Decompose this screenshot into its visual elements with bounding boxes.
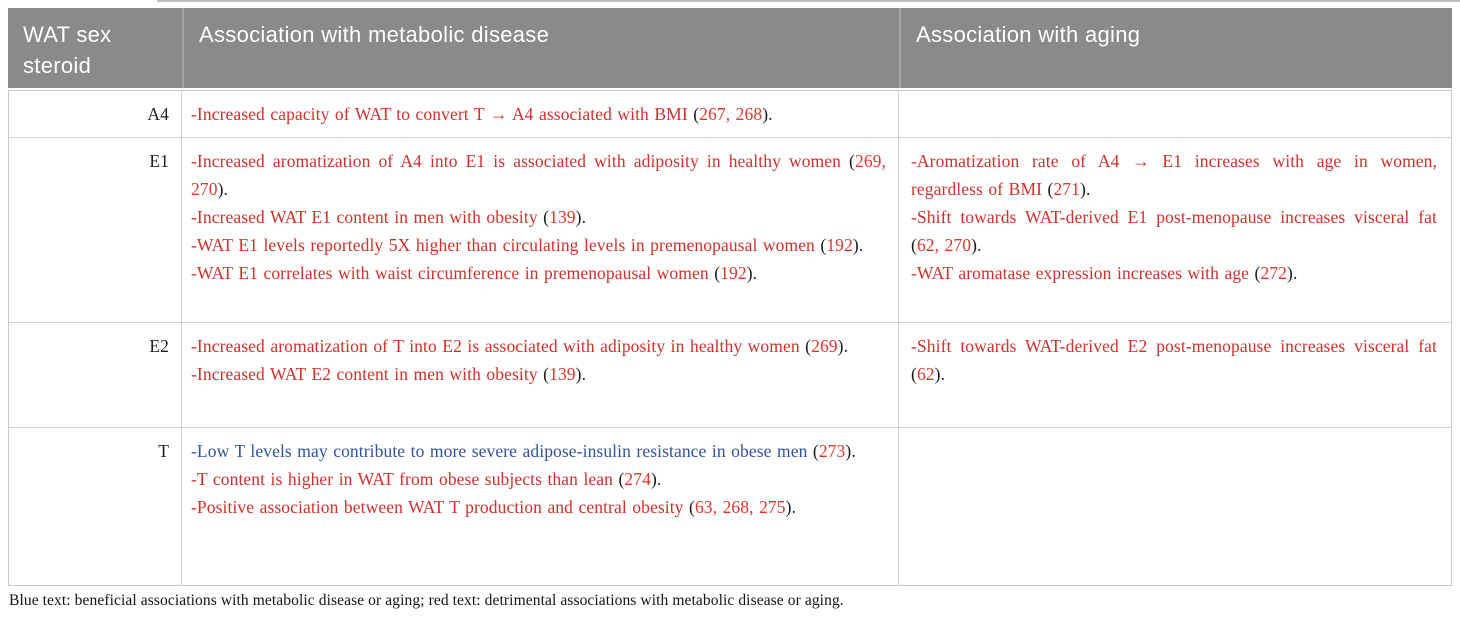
association-item: -Increased WAT E2 content in men with ob… [191, 360, 886, 388]
text-segment: -Increased aromatization of A4 into E1 i… [191, 151, 850, 171]
text-segment: -Shift towards WAT-derived E2 post-menop… [911, 336, 1437, 356]
text-segment: ( [714, 263, 721, 283]
association-item: -WAT E1 correlates with waist circumfere… [191, 259, 886, 287]
text-segment: ( [693, 104, 700, 124]
text-segment: -WAT E1 levels reportedly 5X higher than… [191, 235, 821, 255]
association-item: -Aromatization rate of A4 → E1 increases… [911, 147, 1437, 203]
text-segment: ). [785, 497, 797, 517]
text-segment: ). [575, 364, 587, 384]
row-label: E2 [9, 323, 182, 427]
table-footnote: Blue text: beneficial associations with … [9, 592, 844, 609]
reference-link[interactable]: 139 [549, 207, 576, 227]
association-item: -T content is higher in WAT from obese s… [191, 465, 886, 493]
reference-link[interactable]: 139 [549, 364, 576, 384]
metabolic-association-cell: -Increased aromatization of A4 into E1 i… [182, 138, 899, 322]
table-row: A4 -Increased capacity of WAT to convert … [9, 91, 1451, 138]
text-segment: ). [971, 235, 982, 255]
text-segment: -WAT aromatase expression increases with… [911, 263, 1255, 283]
text-segment: ). [837, 336, 849, 356]
association-item: -Shift towards WAT-derived E1 post-menop… [911, 203, 1437, 259]
reference-link[interactable]: 62, 270 [916, 235, 972, 255]
text-segment: ). [762, 104, 773, 124]
header-cell-wat-sex-steroid: WAT sex steroid [23, 22, 112, 78]
association-item: -Increased WAT E1 content in men with ob… [191, 203, 886, 231]
association-item: -Increased aromatization of T into E2 is… [191, 332, 886, 360]
table-row: E1 -Increased aromatization of A4 into E1… [9, 138, 1451, 323]
text-segment: -Shift towards WAT-derived E1 post-menop… [911, 207, 1437, 227]
text-segment: ). [575, 207, 587, 227]
association-item: -Low T levels may contribute to more sev… [191, 437, 886, 465]
reference-link[interactable]: 63, 268, 275 [694, 497, 786, 517]
text-segment: ( [849, 151, 855, 171]
text-segment: -T content is higher in WAT from obese s… [191, 469, 619, 489]
text-segment: ). [934, 364, 946, 384]
aging-association-cell: -Shift towards WAT-derived E2 post-menop… [899, 323, 1451, 427]
header-cell-aging: Association with aging [899, 8, 1452, 88]
text-segment: ( [1047, 179, 1054, 199]
text-segment: -Increased capacity of WAT to convert T … [191, 104, 694, 124]
text-segment: ). [1080, 179, 1091, 199]
aging-association-cell [899, 91, 1451, 137]
association-item: -WAT E1 levels reportedly 5X higher than… [191, 231, 886, 259]
metabolic-association-cell: -Increased aromatization of T into E2 is… [182, 323, 899, 427]
table-header-row: WAT sex steroid Association with metabol… [8, 8, 1452, 88]
association-item: -Shift towards WAT-derived E2 post-menop… [911, 332, 1437, 388]
table-row: T -Low T levels may contribute to more se… [9, 428, 1451, 585]
text-segment: ( [805, 336, 812, 356]
association-item: -Increased capacity of WAT to convert T … [191, 100, 886, 128]
text-segment: -Increased WAT E2 content in men with ob… [191, 364, 544, 384]
text-segment: -Low T levels may contribute to more sev… [191, 441, 813, 461]
text-segment: ). [746, 263, 758, 283]
metabolic-association-cell: -Low T levels may contribute to more sev… [182, 428, 899, 585]
reference-link[interactable]: 269, 270 [191, 151, 886, 199]
metabolic-association-cell: -Increased capacity of WAT to convert T … [182, 91, 899, 137]
wat-sex-steroid-table: WAT sex steroid Association with metabol… [8, 8, 1452, 586]
association-item: -WAT aromatase expression increases with… [911, 259, 1437, 287]
text-segment: -Positive association between WAT T prod… [191, 497, 689, 517]
table-body: A4 -Increased capacity of WAT to convert … [8, 90, 1452, 586]
text-segment: ( [911, 235, 917, 255]
text-segment: ( [689, 497, 695, 517]
text-segment: ( [812, 441, 819, 461]
text-segment: -Increased WAT E1 content in men with ob… [191, 207, 544, 227]
text-segment: ). [1287, 263, 1298, 283]
text-segment: -WAT E1 correlates with waist circumfere… [191, 263, 715, 283]
reference-link[interactable]: 62 [916, 364, 935, 384]
text-segment: ( [543, 207, 550, 227]
text-segment: ( [1254, 263, 1261, 283]
row-label: E1 [9, 138, 182, 322]
text-segment: -Increased aromatization of T into E2 is… [191, 336, 806, 356]
reference-link[interactable]: 274 [624, 469, 651, 489]
text-segment: ( [820, 235, 827, 255]
table-row: E2 -Increased aromatization of T into E2 … [9, 323, 1451, 428]
reference-link[interactable]: 272 [1260, 263, 1288, 283]
reference-link[interactable]: 192 [826, 235, 853, 255]
page-rule-line [157, 0, 1460, 2]
reference-link[interactable]: 267, 268 [699, 104, 763, 124]
row-label: T [9, 428, 182, 585]
text-segment: ( [911, 364, 917, 384]
reference-link[interactable]: 271 [1053, 179, 1081, 199]
reference-link[interactable]: 192 [720, 263, 747, 283]
text-segment: -Aromatization rate of A4 → E1 increases… [911, 151, 1437, 199]
aging-association-cell [899, 428, 1451, 585]
header-cell-metabolic-disease: Association with metabolic disease [182, 8, 899, 88]
text-segment: ( [618, 469, 625, 489]
text-segment: ). [650, 469, 662, 489]
text-segment: ). [845, 441, 856, 461]
association-item: -Positive association between WAT T prod… [191, 493, 886, 521]
aging-association-cell: -Aromatization rate of A4 → E1 increases… [899, 138, 1451, 322]
text-segment: ). [852, 235, 864, 255]
text-segment: ( [543, 364, 550, 384]
row-label: A4 [9, 91, 182, 137]
reference-link[interactable]: 273 [818, 441, 846, 461]
text-segment: ). [217, 179, 228, 199]
association-item: -Increased aromatization of A4 into E1 i… [191, 147, 886, 203]
reference-link[interactable]: 269 [811, 336, 838, 356]
